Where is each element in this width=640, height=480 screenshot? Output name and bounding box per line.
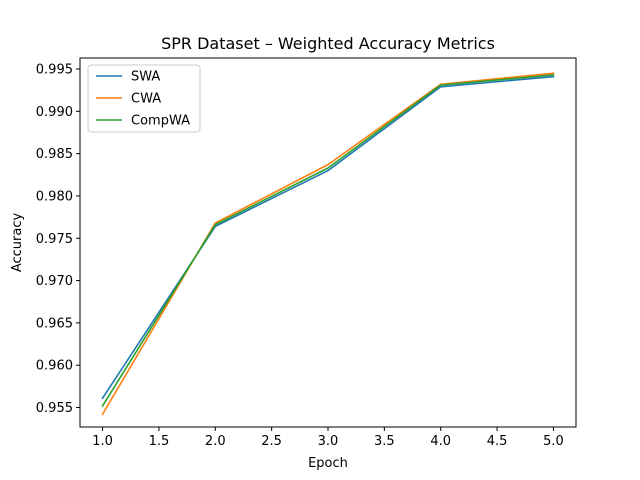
legend-label: CWA	[131, 92, 161, 107]
x-tick-label: 1.0	[92, 434, 113, 449]
series-layer	[101, 72, 555, 416]
y-tick-label: 0.980	[36, 189, 73, 204]
x-tick-label: 2.5	[261, 434, 282, 449]
y-tick-label: 0.970	[36, 274, 73, 289]
legend-label: SWA	[131, 70, 160, 85]
plot-area: 1.0 1.5 2.0 2.5 3.0 3.5 4.0 4.5 5.0 0.9550.9600.…	[36, 57, 577, 449]
x-tick-label: 2.0	[205, 434, 226, 449]
x-tick-label: 4.5	[487, 434, 508, 449]
legend: SWA CWA CompWA	[87, 64, 201, 133]
series-line-cwa	[101, 72, 555, 416]
x-tick-label: 5.0	[543, 434, 564, 449]
x-axis-label: Epoch	[308, 456, 348, 471]
y-tick-label: 0.955	[36, 401, 73, 416]
x-tick-label: 3.0	[318, 434, 339, 449]
y-tick-label: 0.995	[36, 63, 73, 78]
y-tick-label: 0.985	[36, 147, 73, 162]
y-axis-ticks: 0.955 0.960 0.965 0.970 0.975 0.980 0.985 0.990…	[36, 63, 80, 416]
y-tick-label: 0.990	[36, 105, 73, 120]
x-axis-ticks: 1.0 1.5 2.0 2.5 3.0 3.5 4.0 4.5 5.0	[92, 427, 564, 449]
y-axis-label: Accuracy	[10, 213, 25, 273]
y-tick-label: 0.960	[36, 359, 73, 374]
x-tick-label: 1.5	[149, 434, 170, 449]
y-tick-label: 0.965	[36, 316, 73, 331]
y-tick-label: 0.975	[36, 232, 73, 247]
x-tick-label: 4.0	[430, 434, 451, 449]
x-tick-label: 3.5	[374, 434, 395, 449]
series-line-compwa	[101, 74, 555, 407]
legend-label: CompWA	[131, 114, 190, 129]
chart-title: SPR Dataset – Weighted Accuracy Metrics	[161, 34, 495, 53]
legend-box	[87, 64, 201, 133]
